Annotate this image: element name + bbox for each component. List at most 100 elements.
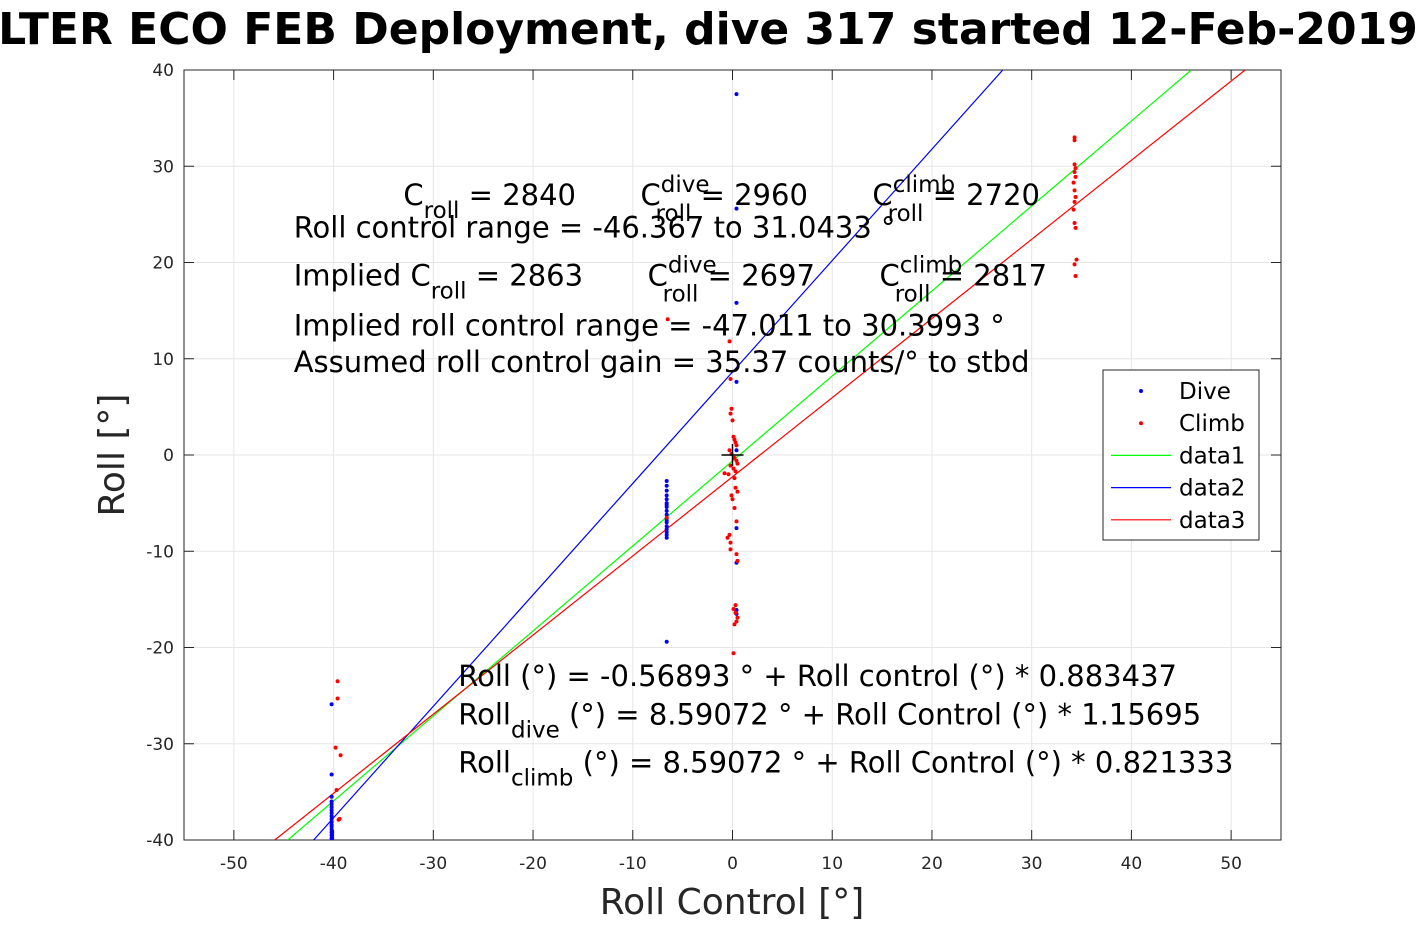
dive-point [329, 819, 334, 824]
annotation-part: Assumed roll control gain = 35.37 counts… [294, 345, 1030, 379]
y-tick-label: 40 [152, 61, 174, 81]
dive-point [664, 508, 669, 513]
climb-point [731, 466, 736, 471]
dive-point [329, 811, 334, 816]
y-tick-label: 10 [152, 350, 174, 370]
legend-label: data3 [1179, 508, 1245, 534]
climb-point [733, 610, 738, 615]
climb-point [735, 489, 740, 494]
annotation-text: Assumed roll control gain = 35.37 counts… [294, 345, 1030, 379]
climb-point [338, 753, 343, 758]
legend-marker [1139, 389, 1143, 393]
annotation-part: (°) = 8.59072 ° + Roll Control (°) * 0.8… [573, 746, 1233, 780]
annotation-text: Rolldive (°) = 8.59072 ° + Roll Control … [458, 698, 1201, 744]
climb-point [1072, 170, 1077, 175]
dive-point [329, 794, 334, 799]
climb-point [664, 515, 669, 520]
y-axis-label: Roll [°] [92, 394, 133, 517]
climb-point [733, 603, 738, 608]
annotation-superscript: dive [668, 253, 717, 279]
annotation-subscript: roll [431, 279, 467, 305]
x-axis-label: Roll Control [°] [600, 882, 865, 923]
annotation-part: = 2840 [459, 178, 576, 212]
x-tick-label: -10 [619, 854, 647, 874]
dive-point [664, 493, 669, 498]
chart-title-text: LTER ECO FEB Deployment, dive 317 starte… [0, 4, 1417, 55]
x-tick-label: -30 [419, 854, 447, 874]
annotation-part: Roll [458, 746, 511, 780]
climb-point [1072, 188, 1077, 193]
climb-point [727, 448, 732, 453]
y-tick-label: -10 [146, 542, 174, 562]
legend-label: data2 [1179, 476, 1245, 502]
annotation-part: Roll control range = -46.367 to 31.0433 … [294, 210, 896, 244]
annotation-superscript: dive [661, 172, 710, 198]
annotation-subscript: roll [663, 282, 699, 308]
climb-point [728, 411, 733, 416]
climb-point [1072, 199, 1077, 204]
climb-point [734, 443, 739, 448]
climb-point [733, 469, 738, 474]
climb-point [735, 615, 740, 620]
climb-point [1072, 162, 1077, 167]
climb-point [1073, 166, 1078, 171]
dive-point [664, 488, 669, 493]
x-tick-label: 10 [821, 854, 843, 874]
annotation-text: Rollclimb (°) = 8.59072 ° + Roll Control… [458, 746, 1233, 792]
dive-point [664, 639, 669, 644]
legend-label: Dive [1179, 379, 1231, 405]
dive-point [329, 805, 334, 810]
annotation-part: = 2960 [691, 178, 808, 212]
annotation-part: C [576, 178, 661, 212]
annotation-part: Implied roll control range = -47.011 to … [294, 309, 1005, 343]
annotation-part: C [815, 259, 900, 293]
climb-point [730, 497, 735, 502]
climb-point [734, 552, 739, 557]
dive-point [734, 526, 739, 531]
data-layer [274, 70, 1246, 840]
climb-point [1071, 180, 1076, 185]
climb-point [731, 651, 736, 656]
climb-point [733, 485, 738, 490]
y-tick-label: 30 [152, 157, 174, 177]
annotation-superscript: climb [893, 172, 955, 198]
annotation-subscript: roll [424, 198, 460, 224]
climb-point [1073, 225, 1078, 230]
dive-point [329, 802, 334, 807]
annotations: Croll = 2840 Cdive roll = 2960 Cclimb roll… [294, 172, 1234, 792]
climb-point [1073, 195, 1078, 200]
climb-point [1072, 262, 1077, 267]
climb-point [729, 493, 734, 498]
climb-point [732, 455, 737, 460]
climb-point [335, 696, 340, 701]
climb-point [1072, 221, 1077, 226]
dive-point [329, 830, 334, 835]
climb-point [730, 418, 735, 423]
dive-point [664, 512, 669, 517]
climb-point [734, 619, 739, 624]
dive-point [329, 836, 334, 840]
fit-line-data3 [274, 70, 1246, 840]
x-tick-label: 0 [727, 854, 738, 874]
climb-point [335, 679, 340, 684]
annotation-part: Roll (°) = -0.56893 ° + Roll control (°)… [458, 659, 1177, 693]
legend-marker [1139, 421, 1143, 426]
dive-point [664, 530, 669, 534]
climb-point [334, 787, 339, 792]
axes [183, 69, 1282, 841]
x-tick-label: 30 [1021, 854, 1043, 874]
dive-point [734, 300, 739, 305]
dive-point [664, 483, 669, 488]
dive-point [664, 532, 669, 537]
dive-point [329, 772, 334, 777]
legend: Dive Climb data1 data2 data3 [1102, 369, 1260, 541]
tick-labels: -50 -40 -30 -20 -10 0 10 20 30 40 50 -40 -30 -20 -10 0 1… [146, 61, 1242, 874]
legend-label: data1 [1179, 443, 1245, 469]
x-tick-label: -50 [220, 854, 248, 874]
dive-point [329, 799, 334, 804]
climb-point [728, 540, 733, 545]
dive-point [329, 833, 334, 838]
dive-point [664, 478, 669, 483]
x-tick-label: -40 [320, 854, 348, 874]
